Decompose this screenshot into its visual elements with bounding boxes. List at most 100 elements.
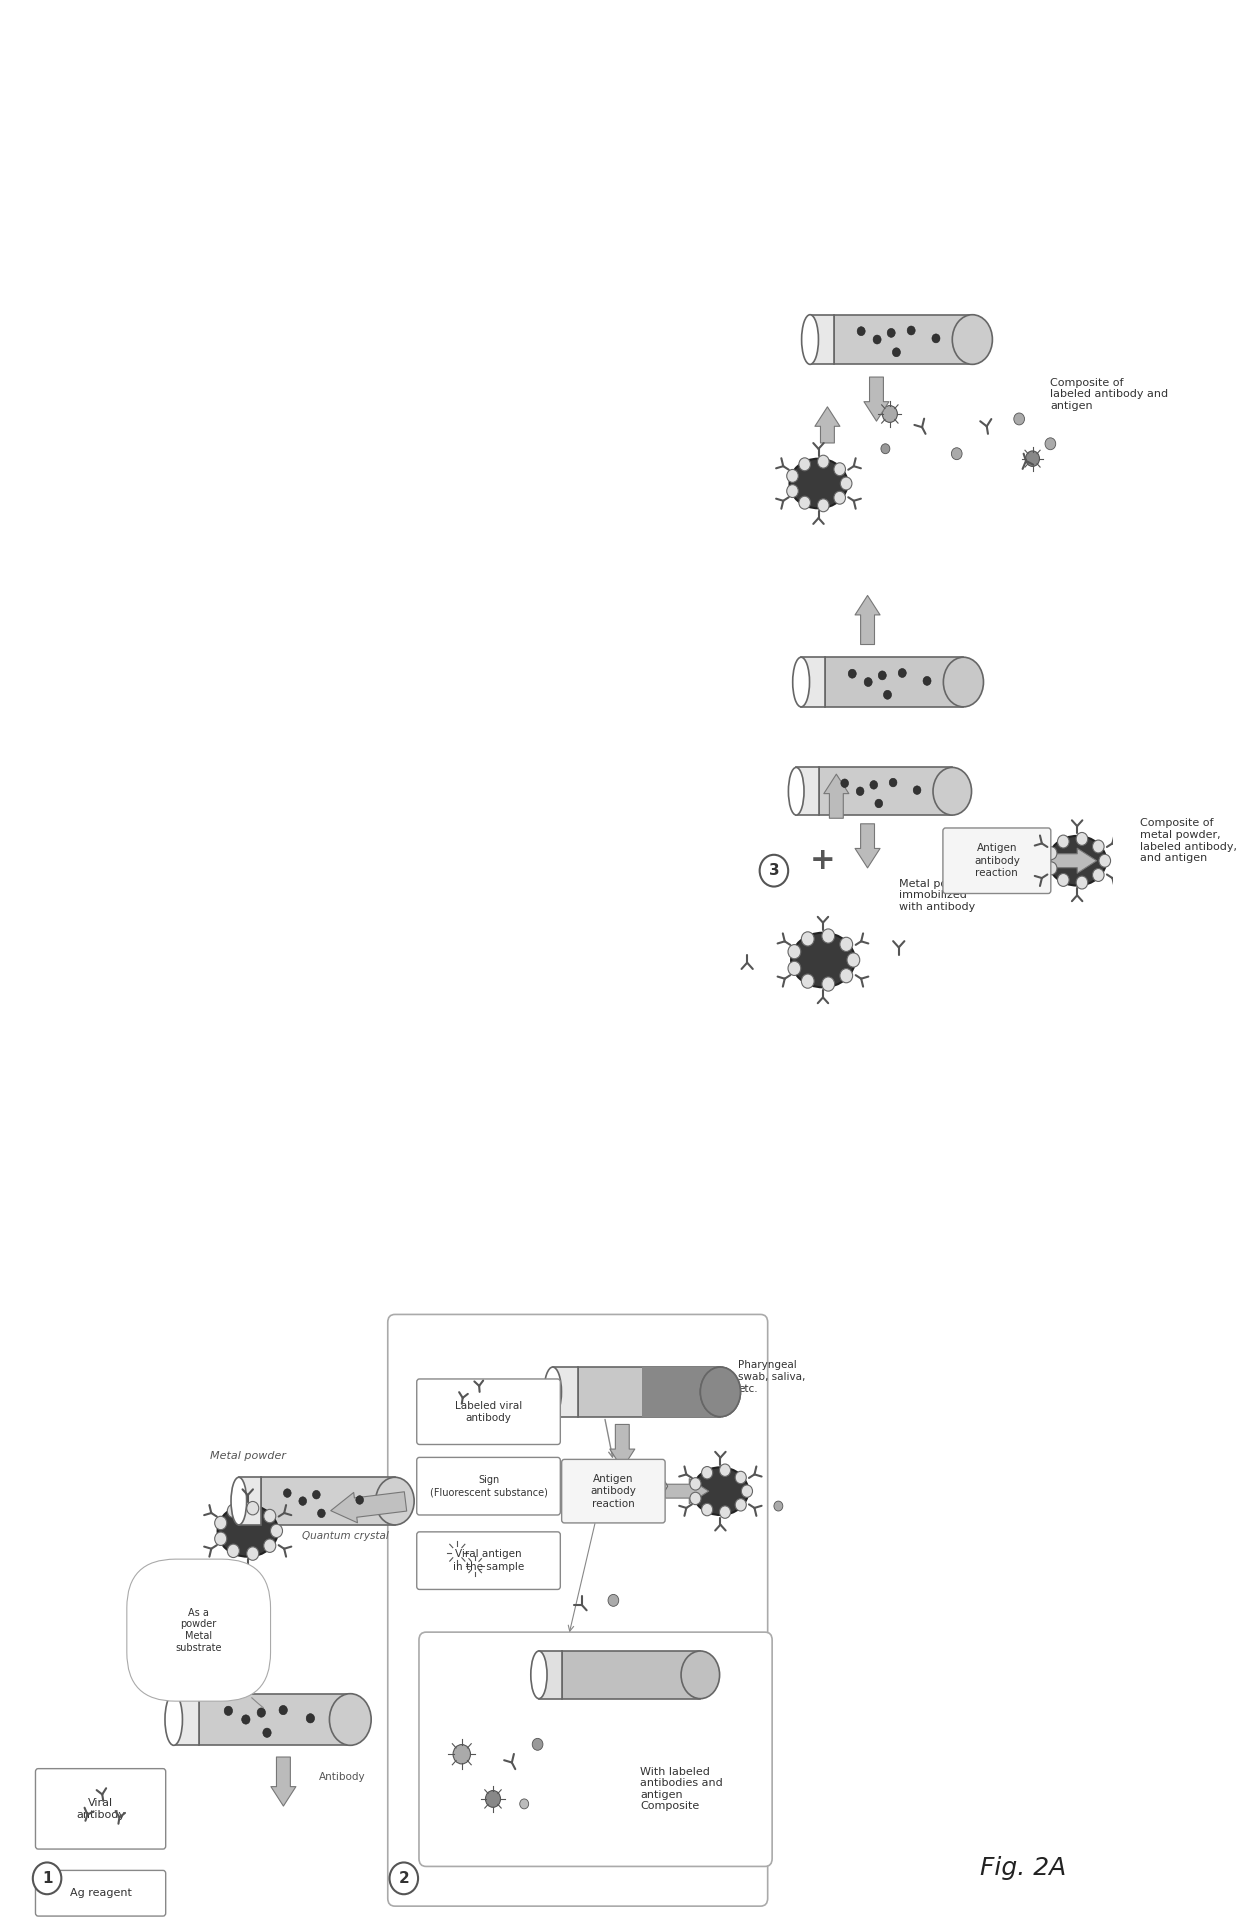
Ellipse shape (217, 1505, 278, 1557)
Circle shape (786, 470, 799, 483)
Text: Ag reagent: Ag reagent (69, 1888, 131, 1898)
Circle shape (279, 1706, 288, 1715)
Circle shape (702, 1503, 713, 1515)
Circle shape (1131, 866, 1140, 876)
Ellipse shape (531, 1652, 547, 1698)
Ellipse shape (789, 768, 804, 814)
Polygon shape (801, 656, 825, 706)
Circle shape (1058, 835, 1069, 849)
Circle shape (833, 462, 846, 475)
Circle shape (485, 1790, 501, 1808)
Text: Metal powder
immobilized
with antibody: Metal powder immobilized with antibody (899, 880, 975, 912)
Text: Composite of
metal powder,
labeled antibody,
and antigen: Composite of metal powder, labeled antib… (1140, 818, 1236, 862)
Circle shape (312, 1490, 320, 1500)
Ellipse shape (801, 314, 818, 364)
Text: Antibody: Antibody (319, 1773, 366, 1783)
Circle shape (883, 691, 892, 699)
Circle shape (880, 445, 890, 454)
Circle shape (506, 1399, 516, 1409)
Circle shape (1025, 450, 1039, 466)
Ellipse shape (791, 934, 854, 988)
Text: Quantum crystal: Quantum crystal (303, 1530, 389, 1540)
Circle shape (833, 491, 846, 504)
Circle shape (264, 1509, 275, 1523)
Ellipse shape (1048, 835, 1106, 886)
Circle shape (908, 325, 915, 335)
Circle shape (801, 932, 815, 945)
Ellipse shape (681, 1652, 719, 1698)
Circle shape (453, 1744, 470, 1763)
Text: +: + (810, 847, 836, 876)
Text: 2: 2 (398, 1871, 409, 1886)
Circle shape (247, 1548, 259, 1561)
Ellipse shape (693, 1467, 748, 1515)
Circle shape (284, 1488, 291, 1498)
Circle shape (227, 1503, 239, 1517)
Circle shape (470, 1559, 481, 1573)
FancyArrowPatch shape (864, 377, 889, 422)
Circle shape (215, 1517, 227, 1530)
Ellipse shape (231, 1476, 247, 1525)
Circle shape (1076, 876, 1087, 889)
Circle shape (760, 855, 789, 887)
Polygon shape (553, 1367, 578, 1417)
Circle shape (799, 497, 811, 508)
Circle shape (841, 780, 848, 787)
Circle shape (247, 1502, 259, 1515)
Circle shape (1092, 868, 1104, 882)
Circle shape (532, 1738, 543, 1750)
Circle shape (317, 1509, 325, 1517)
Circle shape (719, 1505, 730, 1519)
Polygon shape (657, 1476, 667, 1496)
Circle shape (822, 930, 835, 943)
Circle shape (689, 1478, 701, 1490)
FancyArrowPatch shape (815, 406, 839, 443)
Circle shape (787, 961, 801, 976)
Polygon shape (262, 1476, 394, 1525)
Circle shape (389, 1863, 418, 1894)
Circle shape (774, 1502, 782, 1511)
Circle shape (898, 668, 906, 678)
Circle shape (227, 1544, 239, 1557)
Circle shape (847, 953, 859, 966)
FancyArrowPatch shape (610, 1424, 635, 1469)
Circle shape (215, 1532, 227, 1546)
FancyBboxPatch shape (417, 1457, 560, 1515)
Polygon shape (835, 314, 972, 364)
Circle shape (857, 787, 864, 795)
Text: Viral
antibody: Viral antibody (76, 1798, 125, 1819)
Polygon shape (796, 768, 818, 814)
Circle shape (108, 1883, 115, 1890)
Circle shape (893, 348, 900, 356)
Polygon shape (539, 1652, 562, 1698)
Text: 3: 3 (769, 862, 779, 878)
FancyBboxPatch shape (417, 1532, 560, 1590)
Text: 1: 1 (42, 1871, 52, 1886)
Circle shape (702, 1467, 713, 1478)
Text: Viral antigen
in the sample: Viral antigen in the sample (453, 1550, 525, 1573)
Circle shape (801, 974, 815, 988)
Circle shape (476, 1488, 484, 1496)
Text: Fig. 2A: Fig. 2A (981, 1856, 1066, 1881)
Circle shape (520, 1800, 528, 1809)
Circle shape (71, 1883, 77, 1890)
Circle shape (857, 327, 866, 335)
Circle shape (822, 976, 835, 991)
Circle shape (719, 1465, 730, 1476)
Circle shape (32, 1863, 61, 1894)
Polygon shape (578, 1367, 720, 1417)
Circle shape (848, 670, 857, 678)
Circle shape (450, 1546, 464, 1561)
Polygon shape (562, 1652, 701, 1698)
Ellipse shape (701, 1367, 740, 1417)
Ellipse shape (701, 1367, 740, 1417)
Circle shape (1045, 437, 1055, 450)
Text: Sign
(Fluorescent substance): Sign (Fluorescent substance) (429, 1475, 548, 1498)
Text: Antigen
antibody
reaction: Antigen antibody reaction (590, 1475, 636, 1509)
FancyArrowPatch shape (270, 1758, 296, 1806)
Circle shape (264, 1538, 275, 1552)
Circle shape (1045, 847, 1056, 860)
FancyBboxPatch shape (419, 1632, 773, 1867)
Circle shape (1058, 874, 1069, 886)
Text: Composite of
labeled antibody and
antigen: Composite of labeled antibody and antige… (1050, 377, 1168, 410)
